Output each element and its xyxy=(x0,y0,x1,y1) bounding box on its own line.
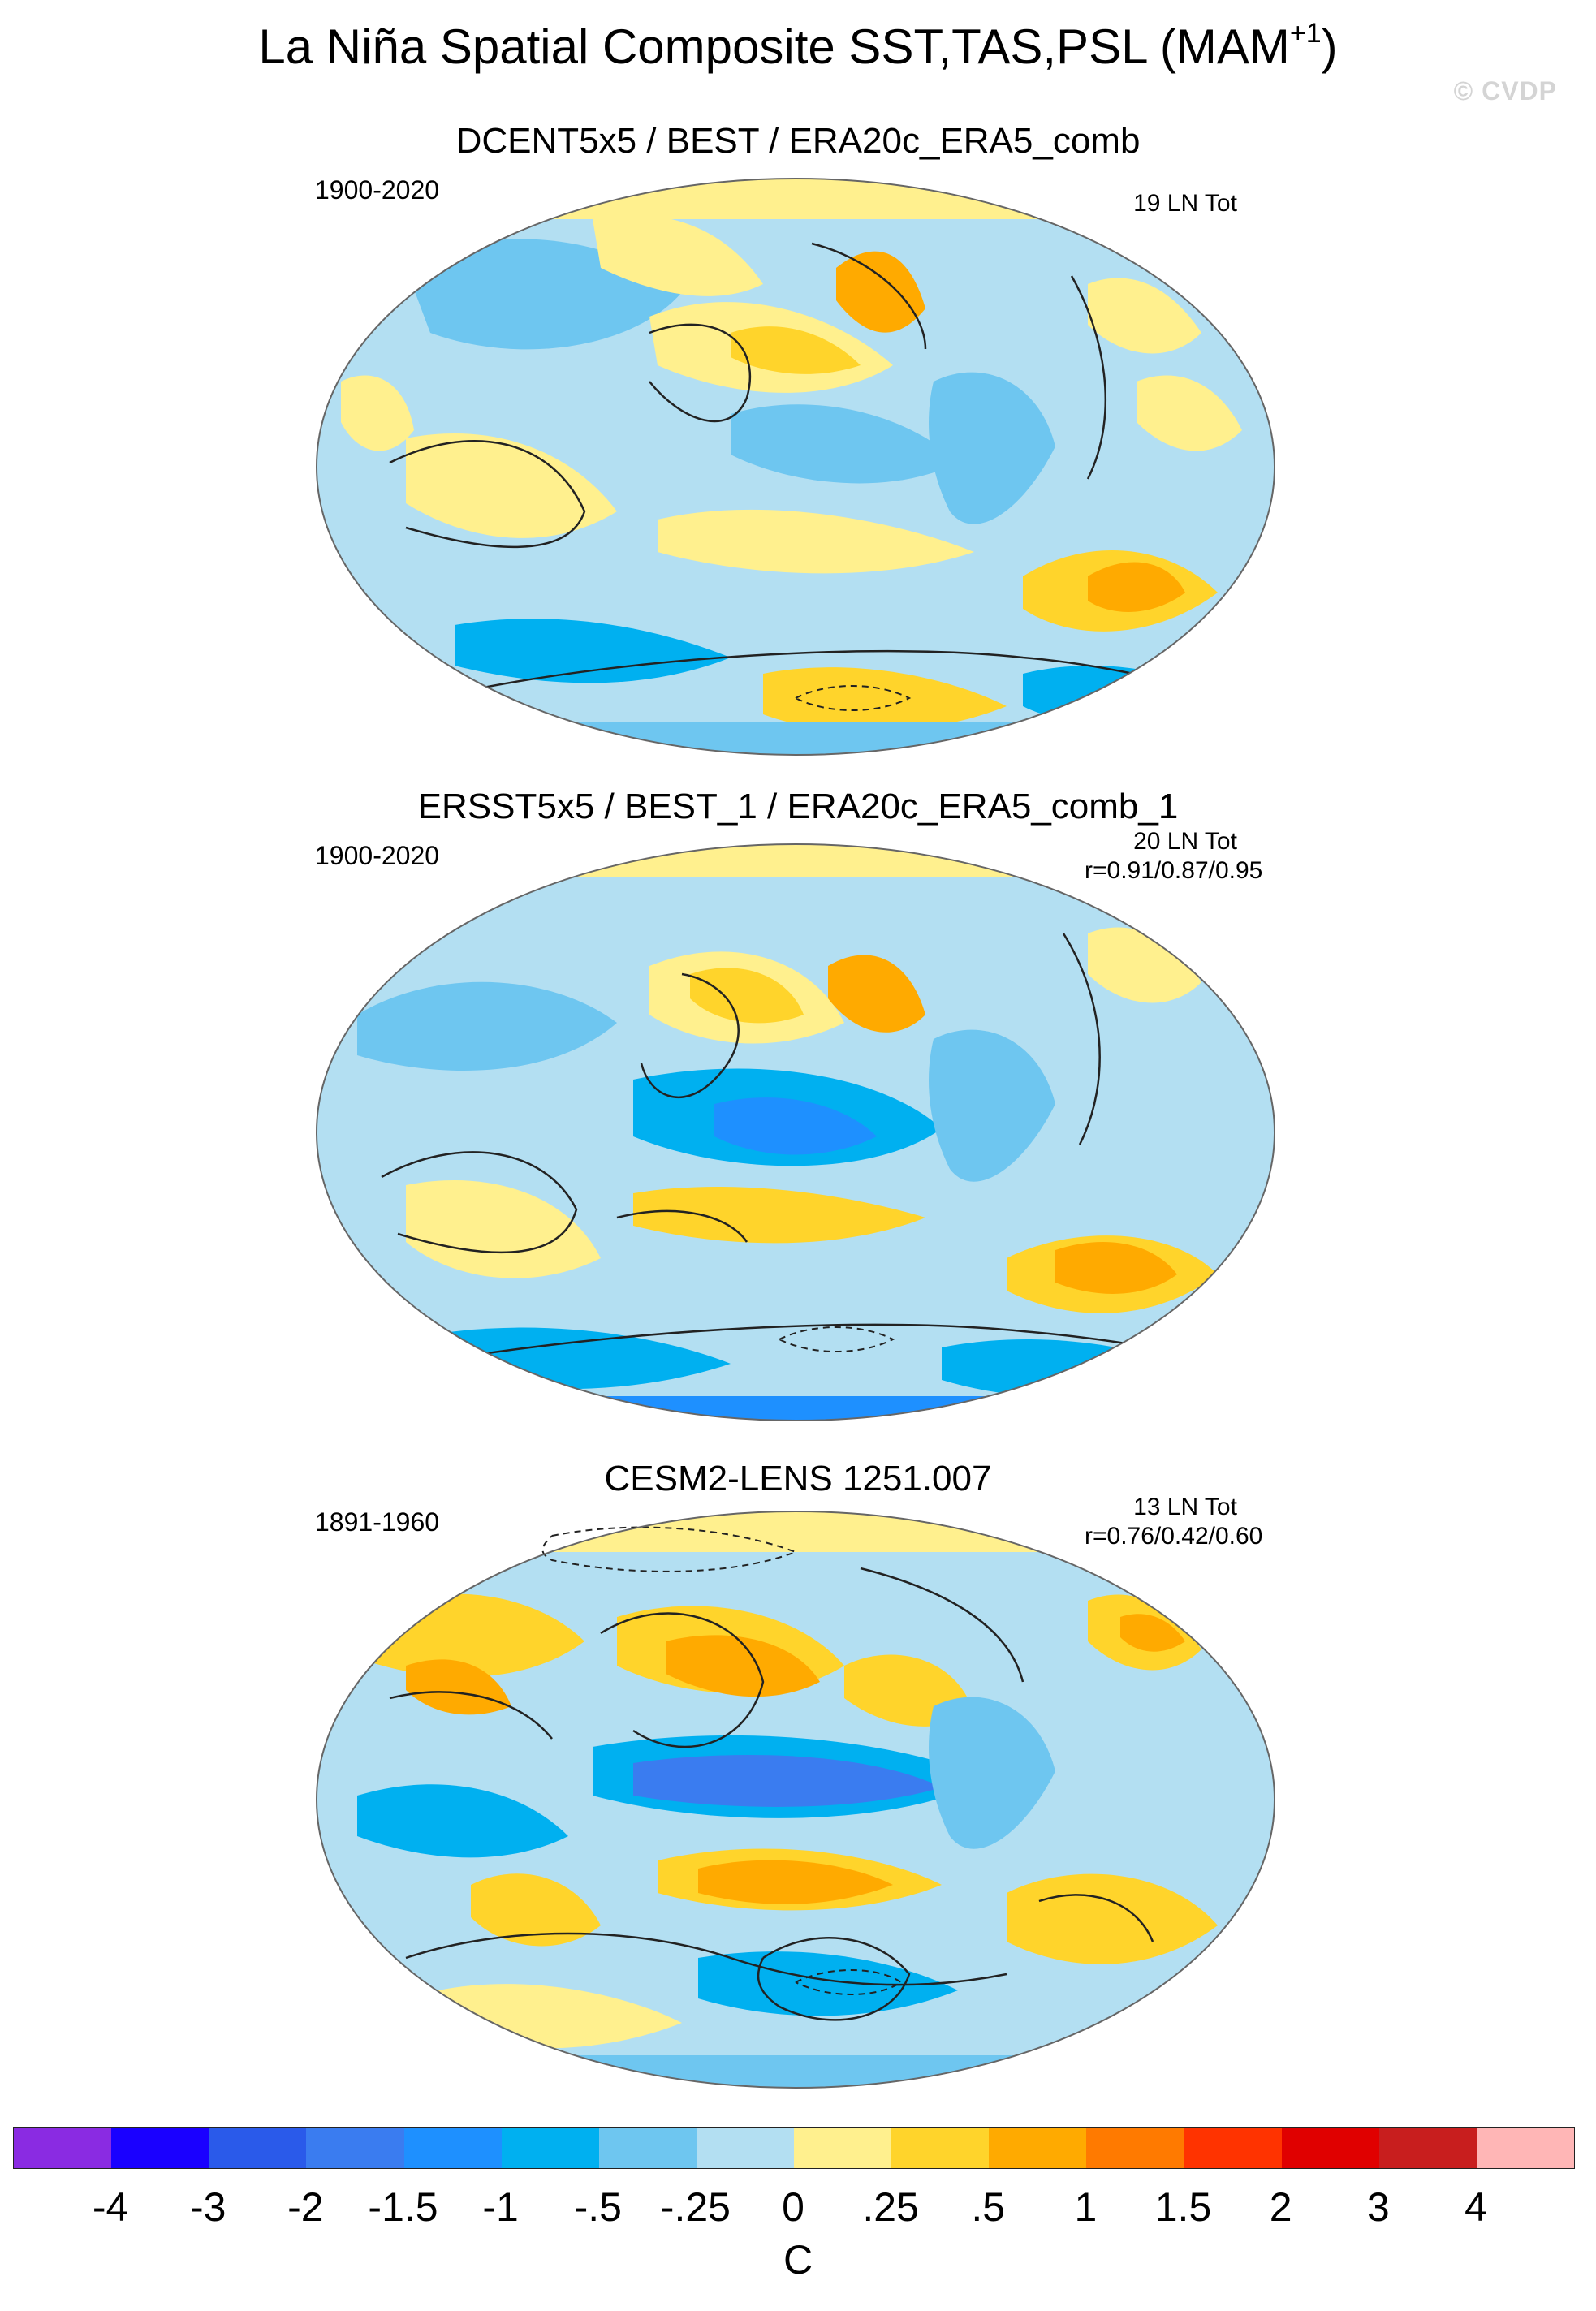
cvdp-watermark: © CVDP xyxy=(1453,76,1557,106)
colorbar-tick-label: -.5 xyxy=(574,2184,622,2230)
colorbar-tick-label: 1 xyxy=(1074,2184,1098,2230)
colorbar-tick-label: .5 xyxy=(971,2184,1006,2230)
panel-1-map xyxy=(316,178,1275,756)
colorbar-units: C xyxy=(783,2237,813,2283)
colorbar-tick-label: .25 xyxy=(862,2184,919,2230)
panel-2-count: 20 LN Tot xyxy=(1133,828,1237,855)
panel-1-title: DCENT5x5 / BEST / ERA20c_ERA5_comb xyxy=(455,121,1141,161)
colorbar-tick-label: -1 xyxy=(482,2184,519,2230)
panel-3-period: 1891-1960 xyxy=(315,1507,440,1537)
colorbar-tick-label: 3 xyxy=(1366,2184,1390,2230)
colorbar-tick-label: -.25 xyxy=(660,2184,731,2230)
colorbar-tick-label: -4 xyxy=(92,2184,129,2230)
colorbar xyxy=(13,2127,1575,2169)
panel-3-count: 13 LN Tot xyxy=(1133,1494,1237,1520)
colorbar-swatch xyxy=(891,2128,990,2168)
colorbar-swatch xyxy=(1086,2128,1184,2168)
figure-title-text: La Niña Spatial Composite SST,TAS,PSL (M… xyxy=(258,19,1290,74)
colorbar-swatch xyxy=(306,2128,404,2168)
colorbar-swatch xyxy=(209,2128,307,2168)
colorbar-tick-label: -2 xyxy=(287,2184,324,2230)
panel-2-map xyxy=(316,843,1275,1421)
colorbar-swatch xyxy=(14,2128,112,2168)
colorbar-swatch xyxy=(1378,2128,1477,2168)
panel-1-count: 19 LN Tot xyxy=(1133,190,1237,217)
panel-1-period: 1900-2020 xyxy=(315,175,440,205)
colorbar-labels: -4 -3 -2 -1.5 -1 -.5 -.25 0 .25 .5 1 1.5 2 3 4 xyxy=(13,2184,1573,2232)
colorbar-tick-label: 0 xyxy=(782,2184,804,2230)
panel-3-title: CESM2-LENS 1251.007 xyxy=(604,1459,992,1498)
colorbar-tick-label: -1.5 xyxy=(368,2184,438,2230)
panel-2-period: 1900-2020 xyxy=(315,841,440,870)
panel-3-map xyxy=(316,1511,1275,2089)
colorbar-tick-label: -3 xyxy=(190,2184,226,2230)
colorbar-swatch xyxy=(403,2128,502,2168)
figure-title: La Niña Spatial Composite SST,TAS,PSL (M… xyxy=(0,19,1596,71)
colorbar-tick-label: 4 xyxy=(1464,2184,1487,2230)
colorbar-swatch xyxy=(1281,2128,1379,2168)
colorbar-swatch xyxy=(696,2128,794,2168)
colorbar-swatch xyxy=(111,2128,209,2168)
figure-title-superscript: +1 xyxy=(1289,18,1322,49)
colorbar-swatch xyxy=(794,2128,892,2168)
colorbar-swatch xyxy=(1184,2128,1282,2168)
figure-title-close: ) xyxy=(1321,19,1338,74)
panel-2-correlation: r=0.91/0.87/0.95 xyxy=(1085,857,1263,884)
colorbar-swatch xyxy=(501,2128,599,2168)
colorbar-tick-label: 1.5 xyxy=(1154,2184,1212,2230)
colorbar-swatch xyxy=(989,2128,1087,2168)
panel-3-correlation: r=0.76/0.42/0.60 xyxy=(1085,1523,1263,1550)
colorbar-tick-label: 2 xyxy=(1269,2184,1292,2230)
colorbar-swatch xyxy=(1476,2128,1574,2168)
colorbar-swatch xyxy=(598,2128,697,2168)
panel-2-title: ERSST5x5 / BEST_1 / ERA20c_ERA5_comb_1 xyxy=(417,787,1179,826)
